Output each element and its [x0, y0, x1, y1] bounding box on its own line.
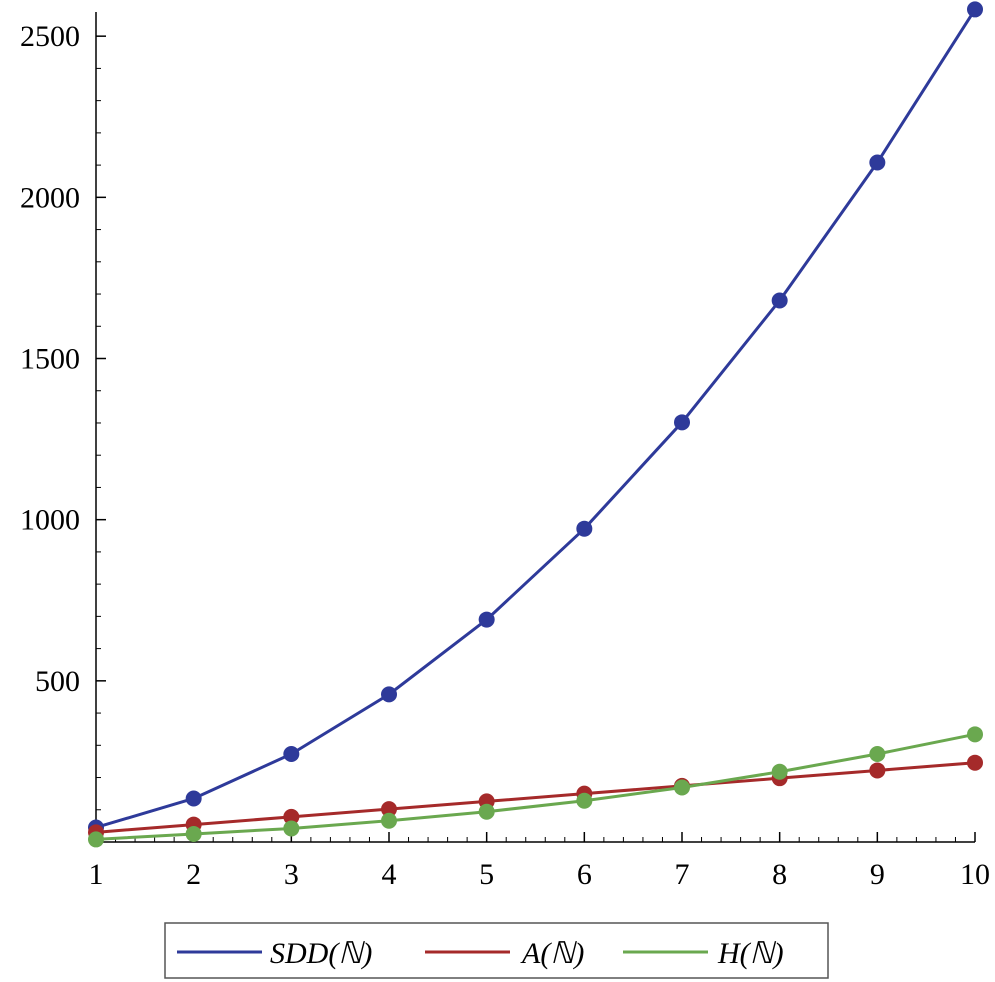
x-axis-ticks: 1 2 3 4 5 6 7 8 9 10	[89, 832, 990, 891]
legend-label-a: A(ℕ)	[520, 937, 584, 970]
x-tick-label: 7	[675, 858, 690, 891]
data-point-h	[283, 820, 300, 837]
data-point-h	[185, 825, 202, 842]
legend-label-sdd: SDD(ℕ)	[270, 937, 372, 970]
data-point-sdd	[967, 1, 983, 18]
x-tick-label: 6	[577, 858, 592, 891]
data-point-sdd	[771, 292, 788, 309]
x-tick-label: 2	[186, 858, 201, 891]
x-tick-label: 1	[89, 858, 104, 891]
series-line-sdd	[95, 8, 977, 829]
data-point-sdd	[576, 520, 593, 537]
data-point-h	[869, 746, 886, 763]
data-point-sdd	[674, 414, 690, 431]
data-point-h	[381, 812, 397, 829]
data-point-h	[88, 831, 104, 848]
series-line-h	[95, 732, 976, 841]
y-tick-label: 1500	[20, 343, 80, 376]
data-point-a	[381, 801, 397, 818]
x-tick-label: 9	[870, 858, 885, 891]
data-point-h	[576, 792, 593, 809]
plot-series	[88, 1, 983, 848]
data-point-sdd	[381, 686, 397, 703]
series-line-a	[95, 761, 976, 834]
x-tick-label: 3	[284, 858, 299, 891]
data-point-sdd	[185, 790, 202, 807]
x-tick-label: 8	[772, 858, 787, 891]
data-point-h	[674, 779, 690, 796]
y-tick-label: 2500	[20, 20, 80, 53]
data-point-h	[478, 803, 495, 820]
legend: SDD(ℕ) A(ℕ) H(ℕ)	[164, 922, 829, 979]
data-point-h	[967, 726, 983, 743]
x-tick-label: 5	[479, 858, 494, 891]
data-point-sdd	[478, 611, 495, 628]
data-point-sdd	[283, 746, 300, 763]
data-point-h	[771, 763, 788, 780]
legend-label-h: H(ℕ)	[717, 937, 784, 970]
data-point-a	[283, 808, 300, 825]
x-tick-label: 4	[382, 858, 397, 891]
data-point-sdd	[869, 154, 886, 171]
y-tick-label: 1000	[20, 504, 80, 537]
y-axis-ticks: 500 1000 1500 2000 2500	[20, 20, 106, 811]
axes	[95, 12, 975, 843]
data-point-a	[967, 754, 983, 771]
y-tick-label: 2000	[20, 181, 80, 214]
y-tick-label: 500	[35, 665, 80, 698]
x-tick-label: 10	[960, 858, 990, 891]
data-point-a	[869, 762, 886, 779]
